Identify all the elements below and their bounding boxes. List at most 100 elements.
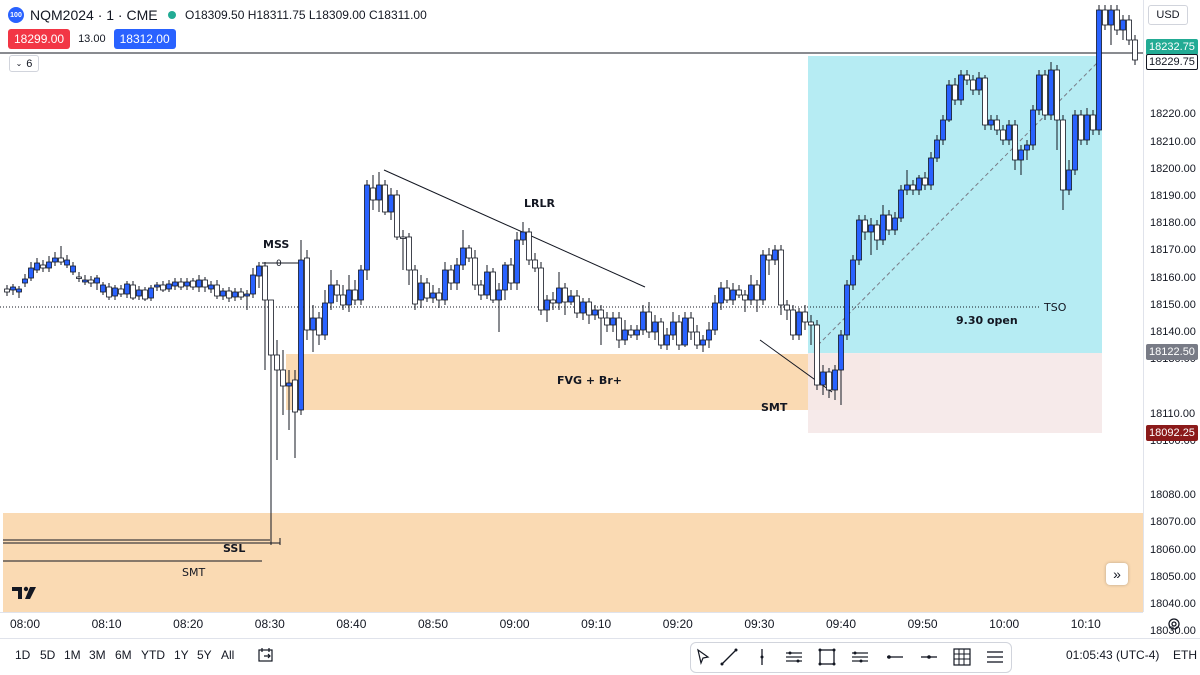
candle-bearish <box>562 287 568 303</box>
candle-bearish <box>292 379 298 413</box>
price-axis[interactable] <box>1143 0 1200 612</box>
candle-bullish <box>772 249 778 261</box>
candle-bullish <box>358 269 364 301</box>
chart-canvas[interactable]: MSS 0 LRLR FVG + Br+ SMT SSL SMT TSO 9.3… <box>0 0 1143 612</box>
timeframe-button-all[interactable]: All <box>221 648 235 662</box>
candle-bearish <box>142 289 148 300</box>
price-line-icon <box>921 655 937 659</box>
time-tick: 09:30 <box>744 617 775 631</box>
cursor-tool[interactable] <box>692 646 714 668</box>
candle-bullish <box>946 84 952 121</box>
timeframe-button-ytd[interactable]: YTD <box>141 648 165 662</box>
candle-bearish <box>58 257 64 263</box>
candle-bullish <box>832 369 838 391</box>
rectangle-tool[interactable] <box>816 646 838 668</box>
settings-gear-icon[interactable] <box>1166 616 1182 632</box>
chevron-down-icon: ⌄ <box>15 59 23 68</box>
session-button[interactable]: ETH <box>1173 648 1197 662</box>
time-axis[interactable] <box>0 612 1143 638</box>
time-tick: 10:00 <box>989 617 1020 631</box>
timeframe-button-1m[interactable]: 1M <box>64 648 81 662</box>
candle-bullish <box>286 382 292 387</box>
timeframe-button-6m[interactable]: 6M <box>115 648 132 662</box>
candle-bullish <box>322 302 328 336</box>
fib-retracement-tool[interactable] <box>849 646 871 668</box>
candle-bullish <box>1084 114 1090 141</box>
candle-bullish <box>208 284 214 290</box>
candle-bearish <box>604 317 610 326</box>
grid-tool[interactable] <box>951 646 973 668</box>
price-tick: 18200.00 <box>1150 162 1196 175</box>
candle-bullish <box>1036 74 1042 111</box>
symbol-name[interactable]: NQM2024 · 1 · CME <box>30 7 158 23</box>
trade-buttons: 18299.00 13.00 18312.00 <box>8 29 176 49</box>
parallel-channel-tool[interactable] <box>783 646 805 668</box>
indicators-collapse-button[interactable]: ⌄ 6 <box>9 55 39 72</box>
price-tick: 18210.00 <box>1150 135 1196 148</box>
candle-bearish <box>1102 9 1108 26</box>
candle-bullish <box>124 283 130 295</box>
candlestick-series <box>4 5 1138 545</box>
timeframe-button-5y[interactable]: 5Y <box>197 648 212 662</box>
candle-bearish <box>334 284 340 296</box>
smt-trendline-mid <box>759 339 833 393</box>
menu-tool[interactable] <box>984 646 1006 668</box>
candle-bearish <box>826 371 832 391</box>
candle-bearish <box>88 279 94 284</box>
candle-bullish <box>454 264 460 284</box>
candle-bullish <box>1072 114 1078 171</box>
price-tick: 18220.00 <box>1150 108 1196 121</box>
candle-bearish <box>190 280 196 288</box>
candle-bullish <box>22 278 28 284</box>
candle-bullish <box>844 284 850 336</box>
candle-bearish <box>1012 124 1018 161</box>
candle-bearish <box>754 284 760 301</box>
spread-value: 13.00 <box>78 33 106 45</box>
candle-bullish <box>10 286 16 291</box>
candle-bullish <box>28 267 34 279</box>
menu-icon <box>987 651 1003 663</box>
time-tick: 09:10 <box>581 617 612 631</box>
scroll-to-realtime-button[interactable]: » <box>1106 563 1128 585</box>
buy-button[interactable]: 18312.00 <box>113 29 176 49</box>
candle-bullish <box>592 309 598 316</box>
horizontal-ray-tool[interactable] <box>884 646 906 668</box>
sell-button[interactable]: 18299.00 <box>8 29 71 49</box>
time-tick: 09:00 <box>499 617 530 631</box>
candle-bullish <box>520 231 526 241</box>
candle-bearish <box>226 290 232 299</box>
price-line-tool[interactable] <box>918 646 940 668</box>
mss-label: MSS <box>263 238 289 251</box>
price-tick: 18040.00 <box>1150 598 1196 610</box>
candle-bullish <box>460 247 466 266</box>
clock[interactable]: 01:05:43 (UTC-4) <box>1066 648 1160 662</box>
parallel-channel-icon <box>786 651 802 663</box>
candle-bearish <box>1132 39 1138 61</box>
vertical-line-tool[interactable] <box>751 646 773 668</box>
timeframe-button-3m[interactable]: 3M <box>89 648 106 662</box>
time-tick: 08:40 <box>336 617 367 631</box>
candle-bullish <box>958 74 964 101</box>
trend-line-icon <box>720 648 738 666</box>
candle-bearish <box>178 281 184 288</box>
timeframe-button-1y[interactable]: 1Y <box>174 648 189 662</box>
candle-bearish <box>964 74 970 81</box>
long-position-stop <box>808 353 1102 433</box>
candle-bullish <box>880 214 886 241</box>
candle-bullish <box>484 271 490 296</box>
currency-button[interactable]: USD <box>1148 5 1188 25</box>
candle-bullish <box>232 291 238 298</box>
candle-bullish <box>34 262 40 271</box>
symbol-header[interactable]: 100 NQM2024 · 1 · CME <box>8 6 176 24</box>
candle-bearish <box>478 284 484 296</box>
candle-bullish <box>388 194 394 213</box>
calendar-goto-icon[interactable] <box>257 646 275 664</box>
candle-bearish <box>574 295 580 314</box>
timeframe-button-5d[interactable]: 5D <box>40 648 56 662</box>
trend-line-tool[interactable] <box>718 646 740 668</box>
candle-bearish <box>1060 119 1066 191</box>
timeframe-button-1d[interactable]: 1D <box>15 648 31 662</box>
candle-bearish <box>1042 74 1048 116</box>
cursor-icon <box>697 648 710 666</box>
